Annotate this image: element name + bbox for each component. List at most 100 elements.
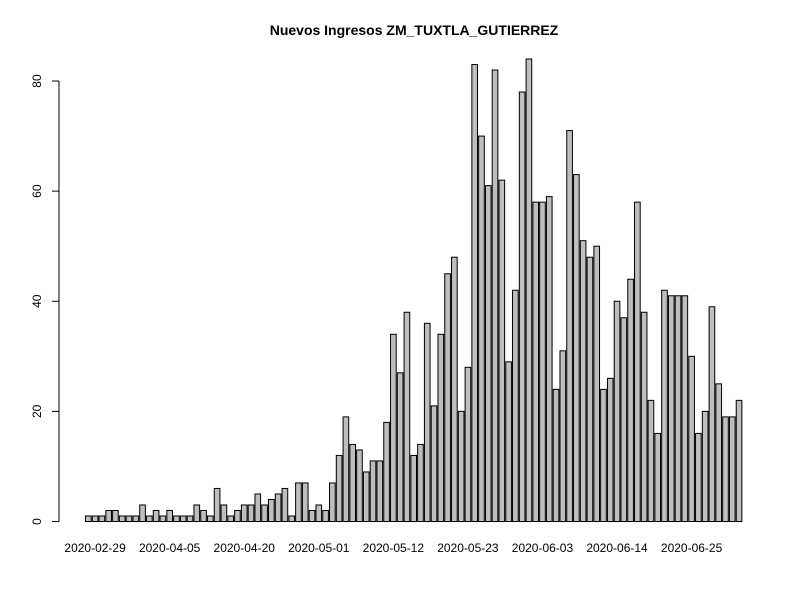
bar-58 <box>478 135 485 523</box>
bar-28 <box>274 493 282 523</box>
bar-38 <box>342 416 350 523</box>
bar-76 <box>600 388 607 522</box>
bar-40 <box>356 449 363 523</box>
x-axis-labels: 2020-02-29 2020-04-05 2020-04-20 2020-05-01… <box>64 541 722 555</box>
x-tick-label: 2020-06-03 <box>512 541 574 555</box>
bar-42 <box>369 460 377 522</box>
bar-47 <box>403 311 411 522</box>
bar-25 <box>254 493 262 523</box>
bar-30 <box>288 515 296 522</box>
bar-87 <box>674 295 682 523</box>
bar-11 <box>159 515 167 522</box>
bar-72 <box>573 174 580 523</box>
bar-1 <box>91 515 99 522</box>
bar-93 <box>715 383 723 522</box>
bar-56 <box>464 366 472 522</box>
bar-83 <box>647 399 655 522</box>
bar-88 <box>681 295 689 523</box>
bar-6 <box>125 515 133 522</box>
bar-0 <box>85 515 92 522</box>
bar-67 <box>539 201 546 522</box>
bar-45 <box>390 333 397 522</box>
bar-50 <box>423 322 431 523</box>
bar-96 <box>735 399 743 522</box>
bar-74 <box>586 256 594 522</box>
bar-52 <box>437 333 445 522</box>
bar-29 <box>281 487 289 522</box>
bar-13 <box>173 515 180 522</box>
bar-84 <box>654 432 662 522</box>
x-tick-label: 2020-04-05 <box>139 541 201 555</box>
y-tick-label: 80 <box>30 74 44 88</box>
x-tick-label: 2020-06-25 <box>661 541 723 555</box>
bar-43 <box>376 460 384 522</box>
bar-9 <box>146 515 153 522</box>
y-tick-label: 40 <box>30 294 44 308</box>
bar-39 <box>349 443 357 523</box>
bar-79 <box>620 317 628 522</box>
bar-20 <box>220 504 228 523</box>
bar-10 <box>152 509 160 522</box>
bar-66 <box>532 201 540 522</box>
bar-57 <box>471 64 479 522</box>
bar-77 <box>606 377 614 522</box>
bar-31 <box>295 482 302 522</box>
bar-90 <box>695 432 702 522</box>
x-tick-label: 2020-05-12 <box>363 541 425 555</box>
bar-80 <box>627 278 634 522</box>
bar-12 <box>166 509 173 522</box>
bar-92 <box>708 306 716 522</box>
bar-44 <box>383 421 390 523</box>
bar-18 <box>207 515 214 522</box>
bar-81 <box>634 201 641 522</box>
bar-34 <box>315 504 323 523</box>
bar-7 <box>132 515 140 522</box>
bar-70 <box>559 350 567 522</box>
bar-51 <box>430 405 438 523</box>
bar-46 <box>396 372 404 522</box>
x-tick-label: 2020-05-01 <box>288 541 350 555</box>
bar-5 <box>118 515 126 522</box>
bar-3 <box>105 509 112 522</box>
bar-75 <box>593 245 601 522</box>
bar-91 <box>701 410 709 523</box>
bar-24 <box>247 504 255 523</box>
bar-95 <box>728 416 736 523</box>
bar-15 <box>186 515 194 522</box>
y-tick-label: 0 <box>30 518 44 525</box>
y-tick-label: 20 <box>30 404 44 418</box>
x-tick-label: 2020-02-29 <box>64 541 126 555</box>
bar-63 <box>512 289 519 522</box>
bar-35 <box>322 509 329 522</box>
y-axis: 0 20 40 60 80 <box>30 74 60 525</box>
bar-62 <box>505 361 512 522</box>
y-tick-label: 60 <box>30 184 44 198</box>
bar-68 <box>545 196 553 522</box>
bar-33 <box>308 509 316 522</box>
bar-2 <box>98 515 106 522</box>
bar-73 <box>579 240 587 522</box>
bar-85 <box>661 289 668 522</box>
bar-49 <box>417 443 424 523</box>
bar-22 <box>234 509 241 522</box>
bar-27 <box>268 498 275 523</box>
bar-36 <box>329 482 336 522</box>
bar-55 <box>457 410 465 523</box>
bar-17 <box>200 509 207 522</box>
bars-group <box>85 58 743 523</box>
x-tick-label: 2020-05-23 <box>437 541 499 555</box>
bar-53 <box>444 273 451 523</box>
bar-26 <box>261 504 268 523</box>
bar-41 <box>362 471 370 523</box>
x-tick-label: 2020-06-14 <box>586 541 648 555</box>
bar-65 <box>525 58 533 522</box>
x-tick-label: 2020-04-20 <box>214 541 276 555</box>
bar-59 <box>484 185 492 522</box>
chart-title: Nuevos Ingresos ZM_TUXTLA_GUTIERREZ <box>270 22 559 38</box>
bar-78 <box>613 300 621 523</box>
bar-4 <box>112 509 119 522</box>
bar-48 <box>410 454 418 522</box>
bar-94 <box>722 416 729 523</box>
bar-19 <box>213 487 221 522</box>
